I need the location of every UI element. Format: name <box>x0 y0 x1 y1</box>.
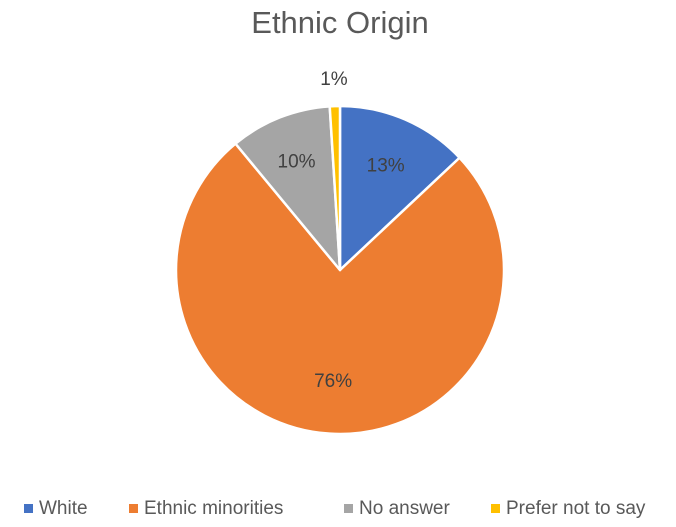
data-label-ethnic-minorities: 76% <box>314 371 352 392</box>
chart-title: Ethnic Origin <box>251 5 428 40</box>
legend-label-ethnic-minorities: Ethnic minorities <box>144 498 283 519</box>
legend-item-prefer-not-to-say: Prefer not to say <box>491 498 646 519</box>
legend-swatch-white <box>24 504 33 513</box>
data-label-prefer-not-to-say: 1% <box>320 69 348 90</box>
legend-swatch-no-answer <box>344 504 353 513</box>
legend-label-white: White <box>39 498 88 519</box>
data-label-no-answer: 10% <box>278 151 316 172</box>
legend-item-ethnic-minorities: Ethnic minorities <box>129 498 283 519</box>
legend-item-white: White <box>24 498 88 519</box>
legend-swatch-prefer-not-to-say <box>491 504 500 513</box>
legend-label-no-answer: No answer <box>359 498 450 519</box>
legend-label-prefer-not-to-say: Prefer not to say <box>506 498 646 519</box>
legend-swatch-ethnic-minorities <box>129 504 138 513</box>
chart-legend: White Ethnic minorities No answer Prefer no… <box>24 498 646 519</box>
data-label-white: 13% <box>367 155 405 176</box>
legend-item-no-answer: No answer <box>344 498 450 519</box>
